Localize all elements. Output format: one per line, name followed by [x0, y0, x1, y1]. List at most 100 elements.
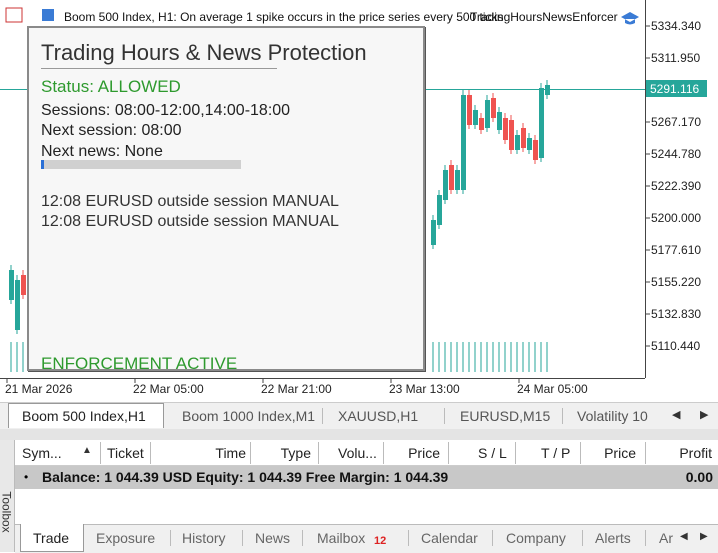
- candle-body: [485, 100, 490, 128]
- symbol-info: Boom 500 Index, H1: On average 1 spike o…: [64, 10, 504, 24]
- sessions: Sessions: 08:00-12:00,14:00-18:00: [41, 102, 291, 119]
- tab-sep: [582, 530, 583, 546]
- column-header[interactable]: Volu...: [338, 445, 377, 461]
- column-header[interactable]: Type: [280, 445, 311, 461]
- chart-tab[interactable]: Boom 500 Index,H1: [22, 408, 146, 424]
- price-label: 5311.950: [651, 51, 700, 65]
- bottom-tab[interactable]: History: [182, 530, 226, 546]
- protection-panel: Trading Hours & News Protection Status: …: [27, 26, 425, 373]
- bottom-tab[interactable]: Trade: [33, 530, 70, 546]
- candle-body: [431, 220, 436, 245]
- chart-tab[interactable]: Volatility 10: [577, 408, 648, 424]
- chart-tab[interactable]: EURUSD,M15: [460, 408, 551, 424]
- column-header[interactable]: Sym...: [22, 445, 62, 461]
- candle-body: [449, 165, 454, 190]
- candles: [9, 80, 550, 372]
- status: Status: ALLOWED: [41, 77, 181, 96]
- log-line: 12:08 EURUSD outside session MANUAL: [41, 193, 339, 210]
- column-sep: [250, 442, 251, 464]
- bottom-scroll-right[interactable]: ▶: [700, 531, 708, 542]
- bottom-tab[interactable]: Calendar: [421, 530, 478, 546]
- candle-body: [509, 120, 514, 150]
- mailbox-badge: 12: [374, 535, 387, 547]
- active-bottom-tab: [20, 524, 84, 552]
- price-label: 5334.340: [651, 19, 701, 33]
- column-header[interactable]: Price: [604, 445, 636, 461]
- time-label: 22 Mar 05:00: [133, 382, 204, 396]
- candle-body: [9, 270, 14, 300]
- splitter: [0, 429, 718, 440]
- bottom-tab[interactable]: News: [255, 530, 291, 546]
- candle-body: [461, 95, 466, 190]
- next-session: Next session: 08:00: [41, 122, 182, 139]
- candle-body: [497, 112, 502, 130]
- chart-tab[interactable]: Boom 1000 Index,M1: [182, 408, 316, 424]
- column-sep: [515, 442, 516, 464]
- tab-sep: [408, 530, 409, 546]
- candle-body: [491, 98, 496, 118]
- candle-body: [479, 118, 484, 130]
- column-header[interactable]: Price: [408, 445, 440, 461]
- price-label: 5267.170: [651, 115, 701, 129]
- bottom-tab[interactable]: Mailbox: [317, 530, 366, 546]
- candle-body: [15, 280, 20, 330]
- column-header[interactable]: T / P: [541, 445, 571, 461]
- time-label: 24 Mar 05:00: [517, 382, 588, 396]
- bottom-tabs-bar: [15, 524, 718, 553]
- time-label: 22 Mar 21:00: [261, 382, 332, 396]
- column-sep: [100, 442, 101, 464]
- price-label: 5110.440: [651, 339, 700, 353]
- sort-arrow: ▲: [82, 445, 92, 456]
- bottom-tab[interactable]: Exposure: [96, 530, 156, 546]
- bottom-scroll-left[interactable]: ◀: [680, 531, 688, 542]
- tab-sep: [492, 530, 493, 546]
- sidebar-label: Toolbox: [0, 491, 14, 533]
- bottom-tab[interactable]: Company: [506, 530, 566, 546]
- candle-body: [515, 135, 520, 150]
- tab-sep: [645, 530, 646, 546]
- candle-body: [473, 110, 478, 125]
- time-label: 23 Mar 13:00: [389, 382, 460, 396]
- expert-name: TradingHoursNewsEnforcer: [470, 10, 618, 24]
- next-news: Next news: None: [41, 143, 163, 160]
- current-price: 5291.116: [650, 82, 699, 96]
- candle-body: [527, 138, 532, 150]
- time-label: 21 Mar 2026: [5, 382, 73, 396]
- progress-bar: [41, 160, 241, 169]
- expert-icon: [621, 12, 639, 25]
- balance-summary: Balance: 1 044.39 USD Equity: 1 044.39 F…: [42, 469, 449, 485]
- candle-body: [467, 95, 472, 125]
- table-header: [15, 440, 718, 466]
- sidebar: [0, 440, 15, 552]
- column-header[interactable]: S / L: [478, 445, 507, 461]
- column-header[interactable]: Ticket: [107, 445, 144, 461]
- price-label: 5177.610: [651, 243, 701, 257]
- tab-sep: [444, 408, 445, 424]
- column-sep: [448, 442, 449, 464]
- tab-sep: [302, 530, 303, 546]
- column-header[interactable]: Profit: [679, 445, 712, 461]
- balance-profit: 0.00: [685, 469, 713, 485]
- current-price-box: [646, 80, 707, 97]
- price-label: 5244.780: [651, 147, 701, 161]
- price-label: 5200.000: [651, 211, 701, 225]
- column-sep: [580, 442, 581, 464]
- candle-body: [443, 170, 448, 200]
- bottom-tab[interactable]: Ar: [659, 530, 673, 546]
- chart-icon: [5, 7, 23, 23]
- bottom-tab[interactable]: Alerts: [595, 530, 631, 546]
- tab-sep: [322, 408, 323, 424]
- tab-scroll-left[interactable]: ◀: [672, 409, 681, 421]
- price-label: 5155.220: [651, 275, 701, 289]
- candle-body: [539, 88, 544, 158]
- column-sep: [383, 442, 384, 464]
- balance-row: [15, 466, 718, 489]
- row-bullet: •: [24, 470, 29, 484]
- tab-sep: [562, 408, 563, 424]
- column-header[interactable]: Time: [215, 445, 246, 461]
- chart-tab[interactable]: XAUUSD,H1: [338, 408, 419, 424]
- tab-sep: [242, 530, 243, 546]
- candle-body: [521, 128, 526, 148]
- tab-scroll-right[interactable]: ▶: [700, 409, 709, 421]
